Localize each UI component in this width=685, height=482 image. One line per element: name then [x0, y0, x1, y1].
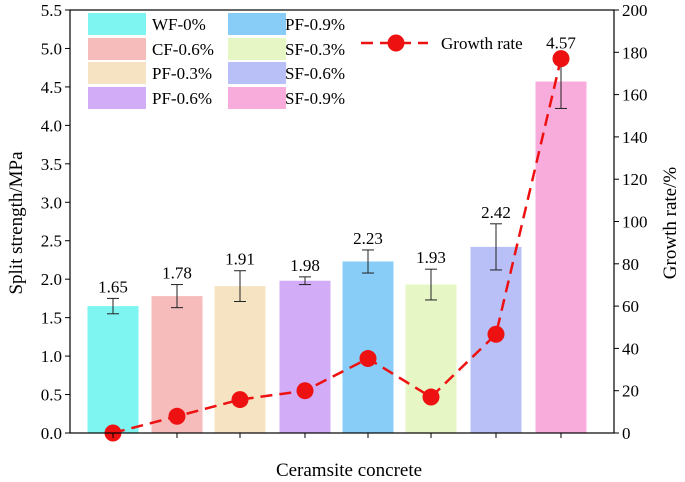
y-tick-label-right: 20 — [622, 382, 639, 401]
y-tick-label-left: 5.0 — [41, 39, 62, 58]
axes-layer: 0.0 0.5 1.0 1.5 2.0 2.5 3.0 3.5 4.0 4.5 5.0 5.5 0 20 4… — [41, 1, 648, 443]
growth-rate-point — [168, 407, 186, 425]
bar-PF-0.6% — [279, 280, 331, 433]
legend-swatch-PF-0.9% — [228, 13, 286, 35]
growth-rate-point — [231, 391, 249, 409]
data-label: 4.57 — [546, 34, 576, 53]
y-tick-label-right: 120 — [622, 170, 648, 189]
legend-label: PF-0.6% — [152, 89, 212, 108]
y-tick-label-left: 5.5 — [41, 1, 62, 20]
legend-label: SF-0.6% — [285, 64, 345, 83]
y-tick-label-right: 0 — [622, 424, 631, 443]
legend-label: PF-0.3% — [152, 64, 212, 83]
legend-swatch-SF-0.9% — [228, 87, 286, 109]
y-tick-label-left: 0.0 — [41, 424, 62, 443]
legend-swatch-CF-0.6% — [88, 38, 146, 60]
legend-swatch-PF-0.6% — [88, 87, 146, 109]
data-label: 1.78 — [162, 264, 192, 283]
y-axis-label-left: Split strength/MPa — [6, 151, 27, 295]
data-label: 1.93 — [416, 248, 446, 267]
y-tick-label-right: 60 — [622, 297, 639, 316]
growth-rate-layer — [104, 50, 570, 442]
growth-rate-point — [296, 382, 314, 400]
legend-growth-marker — [387, 34, 405, 52]
bar-WF-0% — [87, 306, 139, 433]
legend-label: PF-0.9% — [285, 15, 345, 34]
y-tick-label-right: 80 — [622, 255, 639, 274]
legend-growth-label: Growth rate — [441, 34, 523, 53]
growth-rate-point — [552, 50, 570, 68]
y-tick-label-right: 180 — [622, 43, 648, 62]
y-tick-label-right: 140 — [622, 128, 648, 147]
bar-SF-0.3% — [405, 284, 457, 433]
data-label: 1.91 — [225, 250, 255, 269]
legend-swatch-SF-0.3% — [228, 38, 286, 60]
data-label: 1.65 — [98, 277, 128, 296]
y-tick-label-left: 1.5 — [41, 309, 62, 328]
y-tick-label-left: 4.0 — [41, 116, 62, 135]
bar-PF-0.3% — [214, 286, 266, 433]
y-tick-label-right: 100 — [622, 213, 648, 232]
legend-label: SF-0.9% — [285, 89, 345, 108]
data-label: 2.42 — [481, 203, 511, 222]
data-label: 1.98 — [290, 256, 320, 275]
data-labels-layer: 1.65 1.78 1.91 1.98 2.23 1.93 2.42 4.57 — [98, 34, 576, 297]
y-tick-label-left: 3.0 — [41, 193, 62, 212]
bar-PF-0.9% — [342, 261, 394, 433]
y-tick-label-left: 4.5 — [41, 78, 62, 97]
legend-label: CF-0.6% — [152, 40, 214, 59]
y-tick-label-left: 0.5 — [41, 386, 62, 405]
bars-layer — [87, 81, 587, 433]
legend-swatch-WF-0% — [88, 13, 146, 35]
data-label: 2.23 — [353, 229, 383, 248]
y-tick-label-left: 3.5 — [41, 155, 62, 174]
y-tick-label-left: 2.0 — [41, 270, 62, 289]
y-tick-label-right: 160 — [622, 86, 648, 105]
legend: WF-0% CF-0.6% PF-0.3% PF-0.6% PF-0.9% SF-0.3%… — [88, 13, 523, 109]
legend-label: WF-0% — [152, 15, 206, 34]
legend-swatch-SF-0.6% — [228, 62, 286, 84]
growth-rate-point — [422, 388, 440, 406]
legend-label: SF-0.3% — [285, 40, 345, 59]
legend-swatch-PF-0.3% — [88, 62, 146, 84]
y-tick-label-left: 2.5 — [41, 232, 62, 251]
y-tick-label-right: 200 — [622, 1, 648, 20]
y-tick-label-right: 40 — [622, 339, 639, 358]
bar-SF-0.9% — [535, 81, 587, 433]
growth-rate-line — [112, 58, 563, 435]
growth-rate-point — [487, 325, 505, 343]
y-tick-label-left: 1.0 — [41, 347, 62, 366]
x-axis-label: Ceramsite concrete — [276, 460, 422, 481]
growth-rate-point — [359, 350, 377, 368]
y-axis-label-right: Growth rate/% — [660, 167, 681, 280]
